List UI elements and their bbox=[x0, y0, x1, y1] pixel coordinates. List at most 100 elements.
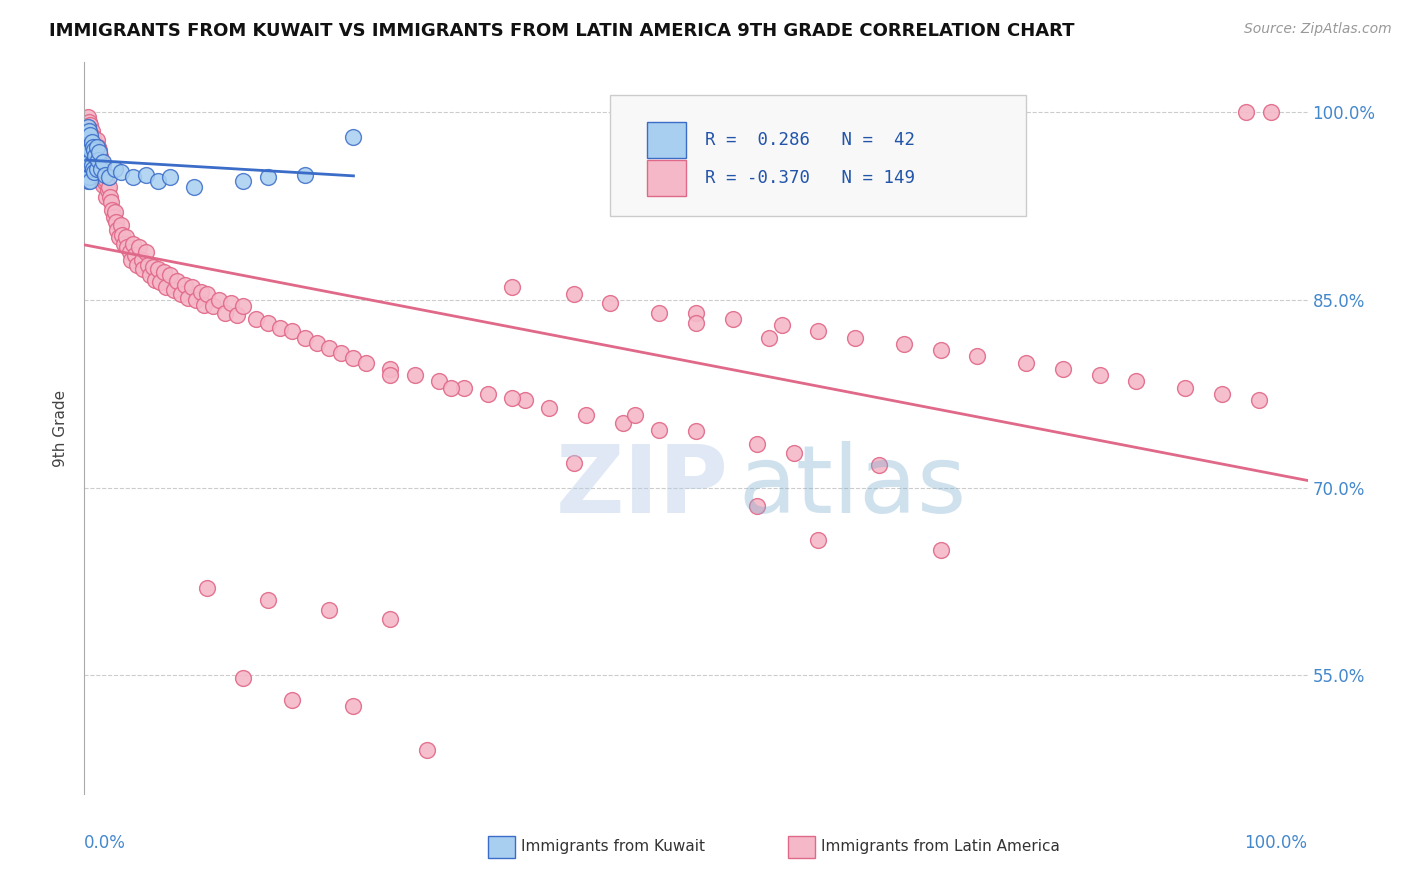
Point bbox=[91, 158, 114, 172]
Point bbox=[77, 145, 100, 160]
Point bbox=[219, 295, 242, 310]
Point bbox=[79, 174, 101, 188]
Point bbox=[90, 161, 112, 176]
Point bbox=[79, 128, 101, 142]
Point bbox=[146, 261, 169, 276]
Point bbox=[76, 136, 98, 151]
Point bbox=[87, 143, 110, 157]
Point bbox=[87, 140, 110, 154]
Point bbox=[232, 671, 254, 685]
Point bbox=[612, 416, 634, 430]
Point bbox=[120, 252, 142, 267]
Point bbox=[173, 278, 195, 293]
Point bbox=[1088, 368, 1111, 382]
Point bbox=[685, 425, 707, 439]
Point bbox=[104, 205, 127, 219]
Point bbox=[232, 174, 254, 188]
Point bbox=[76, 118, 98, 132]
Point bbox=[128, 240, 150, 254]
Point bbox=[966, 349, 988, 363]
Point bbox=[83, 136, 105, 150]
Point bbox=[342, 699, 364, 714]
Point bbox=[89, 149, 111, 163]
Point bbox=[135, 245, 157, 260]
Point bbox=[87, 158, 110, 172]
Point bbox=[453, 380, 475, 394]
Point bbox=[91, 155, 114, 169]
Point bbox=[86, 133, 108, 147]
Point bbox=[201, 299, 224, 313]
Point bbox=[79, 118, 101, 132]
Point bbox=[648, 423, 671, 437]
Point bbox=[305, 335, 328, 350]
Point bbox=[721, 311, 744, 326]
Point bbox=[685, 305, 707, 319]
Point bbox=[97, 180, 120, 194]
Point bbox=[77, 140, 100, 154]
Point bbox=[86, 140, 108, 154]
Point bbox=[77, 143, 100, 157]
Point bbox=[929, 343, 952, 357]
Point bbox=[269, 320, 291, 334]
Point bbox=[86, 161, 108, 176]
Point bbox=[159, 268, 181, 282]
Point bbox=[86, 149, 108, 163]
Text: ZIP: ZIP bbox=[555, 441, 728, 533]
Point bbox=[77, 115, 100, 129]
Point bbox=[105, 223, 128, 237]
Point bbox=[80, 124, 103, 138]
Point bbox=[354, 355, 377, 369]
Point bbox=[380, 368, 402, 382]
Point bbox=[139, 268, 162, 282]
Point bbox=[77, 130, 100, 145]
Point bbox=[97, 183, 120, 197]
Point bbox=[380, 361, 402, 376]
Text: 0.0%: 0.0% bbox=[84, 834, 127, 852]
Text: IMMIGRANTS FROM KUWAIT VS IMMIGRANTS FROM LATIN AMERICA 9TH GRADE CORRELATION CH: IMMIGRANTS FROM KUWAIT VS IMMIGRANTS FRO… bbox=[49, 22, 1074, 40]
Point bbox=[86, 168, 108, 182]
Point bbox=[112, 236, 135, 251]
Point bbox=[77, 161, 100, 176]
Point bbox=[257, 170, 280, 185]
Point bbox=[257, 316, 280, 330]
Point bbox=[184, 293, 207, 307]
Point bbox=[93, 168, 115, 182]
Y-axis label: 9th Grade: 9th Grade bbox=[53, 390, 69, 467]
Point bbox=[87, 145, 110, 160]
Text: Immigrants from Latin America: Immigrants from Latin America bbox=[821, 839, 1060, 854]
Point bbox=[844, 330, 866, 344]
Point bbox=[82, 161, 104, 176]
Point bbox=[105, 215, 128, 229]
Point bbox=[87, 153, 110, 167]
Point bbox=[80, 158, 103, 172]
Point bbox=[79, 133, 101, 147]
Point bbox=[1052, 361, 1074, 376]
Point bbox=[83, 165, 105, 179]
Point bbox=[77, 145, 100, 160]
Text: R = -0.370   N = 149: R = -0.370 N = 149 bbox=[704, 169, 914, 187]
Point bbox=[104, 161, 127, 176]
Point bbox=[82, 130, 104, 145]
Bar bbox=[647, 122, 686, 158]
Point bbox=[155, 280, 177, 294]
Point bbox=[96, 190, 118, 204]
Point bbox=[146, 174, 169, 188]
Point bbox=[1260, 105, 1282, 120]
Point bbox=[115, 230, 138, 244]
Point bbox=[77, 153, 100, 167]
Point bbox=[648, 305, 671, 319]
Point bbox=[170, 286, 193, 301]
Point bbox=[624, 408, 647, 422]
Point bbox=[404, 368, 426, 382]
Point bbox=[122, 236, 145, 251]
Point bbox=[84, 158, 107, 172]
Point bbox=[181, 280, 204, 294]
Point bbox=[83, 143, 105, 157]
Bar bbox=[647, 161, 686, 195]
Point bbox=[142, 260, 165, 275]
Point bbox=[562, 456, 585, 470]
Point bbox=[1015, 355, 1038, 369]
Point bbox=[747, 500, 769, 514]
Point bbox=[1247, 392, 1270, 407]
Point bbox=[318, 341, 340, 355]
